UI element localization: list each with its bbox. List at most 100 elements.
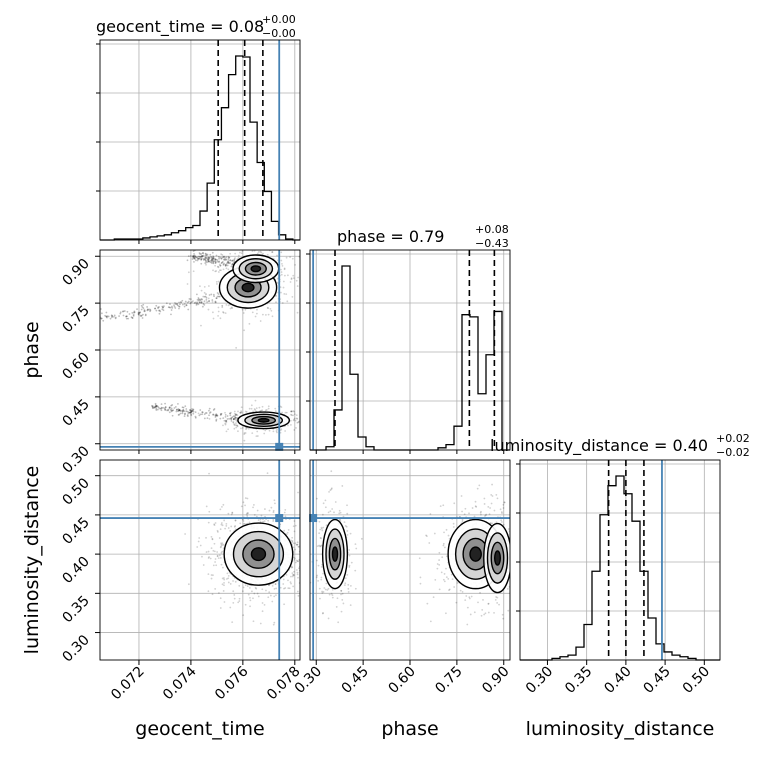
sample-point bbox=[144, 314, 147, 317]
sample-point bbox=[239, 411, 242, 414]
sample-point bbox=[174, 307, 177, 309]
sample-point bbox=[210, 255, 212, 258]
sample-point bbox=[155, 405, 158, 407]
sample-point bbox=[160, 403, 163, 406]
sample-point bbox=[233, 412, 236, 415]
sample-point bbox=[461, 520, 464, 523]
sample-point bbox=[242, 501, 245, 504]
sample-point bbox=[231, 259, 233, 262]
sample-point bbox=[514, 541, 516, 543]
sample-point bbox=[297, 545, 300, 548]
ytick-label-phase: 0.75 bbox=[59, 303, 92, 336]
sample-point bbox=[280, 291, 282, 294]
sample-point bbox=[276, 431, 278, 434]
sample-point bbox=[218, 257, 220, 260]
sample-point bbox=[160, 409, 163, 412]
sample-point bbox=[219, 317, 222, 320]
sample-point bbox=[259, 520, 262, 523]
sample-point bbox=[203, 258, 206, 261]
sample-point bbox=[514, 505, 516, 507]
title-luminosity_distance-minus: −0.02 bbox=[716, 446, 750, 459]
sample-point bbox=[346, 504, 348, 507]
sample-point bbox=[200, 253, 203, 255]
sample-point bbox=[263, 432, 266, 435]
density-contour bbox=[257, 417, 270, 423]
sample-point bbox=[319, 537, 322, 539]
sample-point bbox=[179, 409, 181, 412]
sample-point bbox=[506, 587, 509, 590]
sample-point bbox=[228, 262, 231, 264]
sample-point bbox=[522, 545, 524, 547]
sample-point bbox=[216, 551, 219, 553]
sample-point bbox=[219, 417, 222, 420]
sample-point bbox=[453, 502, 456, 505]
sample-point bbox=[273, 587, 276, 590]
sample-point bbox=[280, 271, 283, 273]
sample-point bbox=[271, 600, 274, 603]
sample-point bbox=[221, 542, 224, 545]
sample-point bbox=[170, 410, 173, 413]
sample-point bbox=[429, 620, 432, 623]
sample-point bbox=[171, 404, 174, 406]
sample-point bbox=[289, 424, 292, 426]
sample-point bbox=[338, 512, 341, 515]
sample-point bbox=[295, 279, 298, 282]
sample-point bbox=[274, 583, 277, 586]
ytick-label-phase: 0.45 bbox=[59, 396, 92, 429]
sample-point bbox=[244, 497, 247, 499]
sample-point bbox=[158, 306, 161, 308]
sample-point bbox=[223, 262, 225, 265]
ytick-label-phase: 0.60 bbox=[59, 350, 92, 383]
sample-point bbox=[323, 587, 326, 589]
sample-point bbox=[221, 260, 224, 263]
sample-point bbox=[316, 545, 319, 548]
sample-point bbox=[343, 584, 346, 586]
sample-point bbox=[222, 268, 225, 271]
sample-point bbox=[193, 257, 196, 260]
sample-point bbox=[222, 417, 225, 420]
sample-point bbox=[212, 564, 215, 567]
sample-point bbox=[207, 308, 210, 311]
sample-point bbox=[155, 309, 158, 312]
sample-point bbox=[521, 574, 523, 576]
sample-point bbox=[259, 250, 262, 253]
sample-point bbox=[330, 488, 333, 491]
sample-point bbox=[209, 557, 212, 560]
sample-point bbox=[484, 514, 487, 517]
sample-point bbox=[179, 410, 182, 412]
sample-point bbox=[205, 551, 208, 553]
sample-point bbox=[490, 522, 492, 525]
sample-point bbox=[131, 316, 134, 319]
sample-point bbox=[137, 311, 140, 314]
sample-point bbox=[151, 404, 153, 407]
sample-point bbox=[265, 589, 267, 592]
sample-point bbox=[196, 301, 198, 304]
sample-point bbox=[272, 430, 275, 433]
sample-point bbox=[199, 544, 202, 547]
sample-point bbox=[189, 409, 191, 411]
sample-point bbox=[203, 285, 206, 288]
sample-point bbox=[205, 293, 207, 296]
sample-point bbox=[242, 312, 245, 314]
sample-point bbox=[211, 259, 214, 262]
sample-point bbox=[232, 415, 235, 418]
sample-point bbox=[285, 256, 288, 259]
sample-point bbox=[260, 251, 263, 254]
sample-point bbox=[224, 263, 227, 266]
sample-point bbox=[126, 310, 129, 313]
sample-point bbox=[189, 410, 192, 413]
sample-point bbox=[154, 406, 157, 408]
sample-point bbox=[192, 255, 195, 258]
sample-point bbox=[193, 256, 196, 259]
sample-point bbox=[217, 310, 220, 313]
sample-point bbox=[301, 553, 303, 555]
sample-point bbox=[132, 313, 135, 316]
sample-point bbox=[205, 260, 207, 263]
sample-point bbox=[448, 588, 451, 591]
sample-point bbox=[201, 413, 204, 416]
panel-frame bbox=[519, 459, 721, 661]
sample-point bbox=[438, 563, 441, 566]
sample-point bbox=[480, 513, 482, 516]
sample-point bbox=[234, 519, 237, 522]
